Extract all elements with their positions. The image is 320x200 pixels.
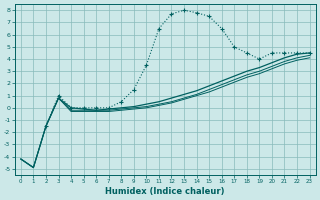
- X-axis label: Humidex (Indice chaleur): Humidex (Indice chaleur): [106, 187, 225, 196]
